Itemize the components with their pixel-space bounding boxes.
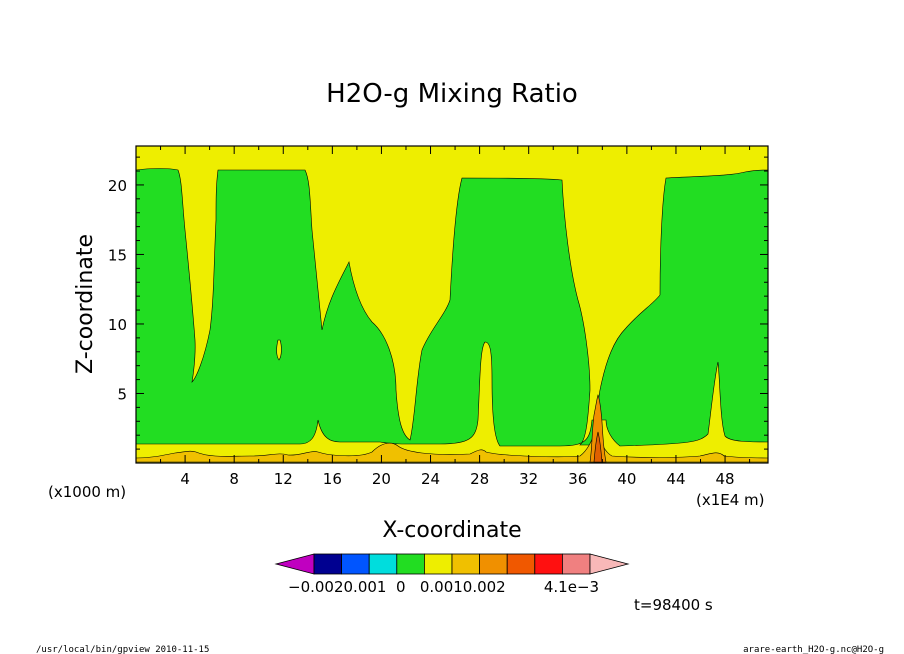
colorbar-segment <box>534 553 563 575</box>
colorbar-segment <box>451 553 481 575</box>
x-tick-label: 44 <box>666 470 685 488</box>
colorbar-segment <box>479 553 508 575</box>
y-tick-label: 10 <box>108 316 127 334</box>
y-axis-label: Z-coordinate <box>73 234 98 374</box>
y-axis: 5 10 15 20 <box>108 156 768 450</box>
peak-intrusion <box>589 394 607 463</box>
colorbar-segment <box>341 553 370 575</box>
x-tick-label: 4 <box>180 470 190 488</box>
colorbar-segment <box>396 553 425 575</box>
colorbar-segment <box>423 553 453 575</box>
colorbar-segment <box>562 553 591 575</box>
chart-title: H2O-g Mixing Ratio <box>326 79 578 109</box>
x-axis-label: X-coordinate <box>382 518 521 543</box>
plot-frame <box>135 145 769 464</box>
y-tick-label: 5 <box>117 385 127 403</box>
peak-core <box>593 431 603 463</box>
colorbar-over-triangle <box>589 553 630 575</box>
dry-pocket <box>276 339 282 361</box>
time-label: t=98400 s <box>634 596 713 614</box>
colorbar-segment <box>368 553 398 575</box>
colorbar-under-triangle <box>274 553 315 575</box>
colorbar-segment <box>313 553 343 575</box>
contour-field <box>136 146 768 463</box>
y-tick-label: 20 <box>108 177 127 195</box>
x-axis: 4 8 12 16 20 24 28 32 36 40 44 48 <box>160 146 751 488</box>
footer-right: arare-earth_H2O-g.nc@H2O-g <box>743 645 884 654</box>
x-tick-label: 20 <box>372 470 391 488</box>
x-tick-label: 32 <box>519 470 538 488</box>
y-tick-label: 15 <box>108 246 127 264</box>
x-tick-label: 28 <box>470 470 489 488</box>
x-tick-label: 40 <box>617 470 636 488</box>
x-tick-label: 36 <box>568 470 587 488</box>
colorbar-segment <box>506 553 536 575</box>
surface-layer <box>136 429 768 463</box>
x-scale-note: (x1E4 m) <box>696 491 765 509</box>
y-scale-note: (x1000 m) <box>48 483 126 501</box>
x-tick-label: 8 <box>229 470 239 488</box>
x-tick-label: 48 <box>716 470 735 488</box>
x-tick-label: 24 <box>421 470 440 488</box>
footer-left: /usr/local/bin/gpview 2010-11-15 <box>36 645 209 654</box>
x-tick-label: 16 <box>323 470 342 488</box>
colorbar <box>274 553 630 575</box>
moist-region-1 <box>136 168 768 447</box>
x-tick-label: 12 <box>274 470 293 488</box>
colorbar-labels: −0.0020.001 0 0.0010.002 4.1e−3 <box>288 578 599 596</box>
